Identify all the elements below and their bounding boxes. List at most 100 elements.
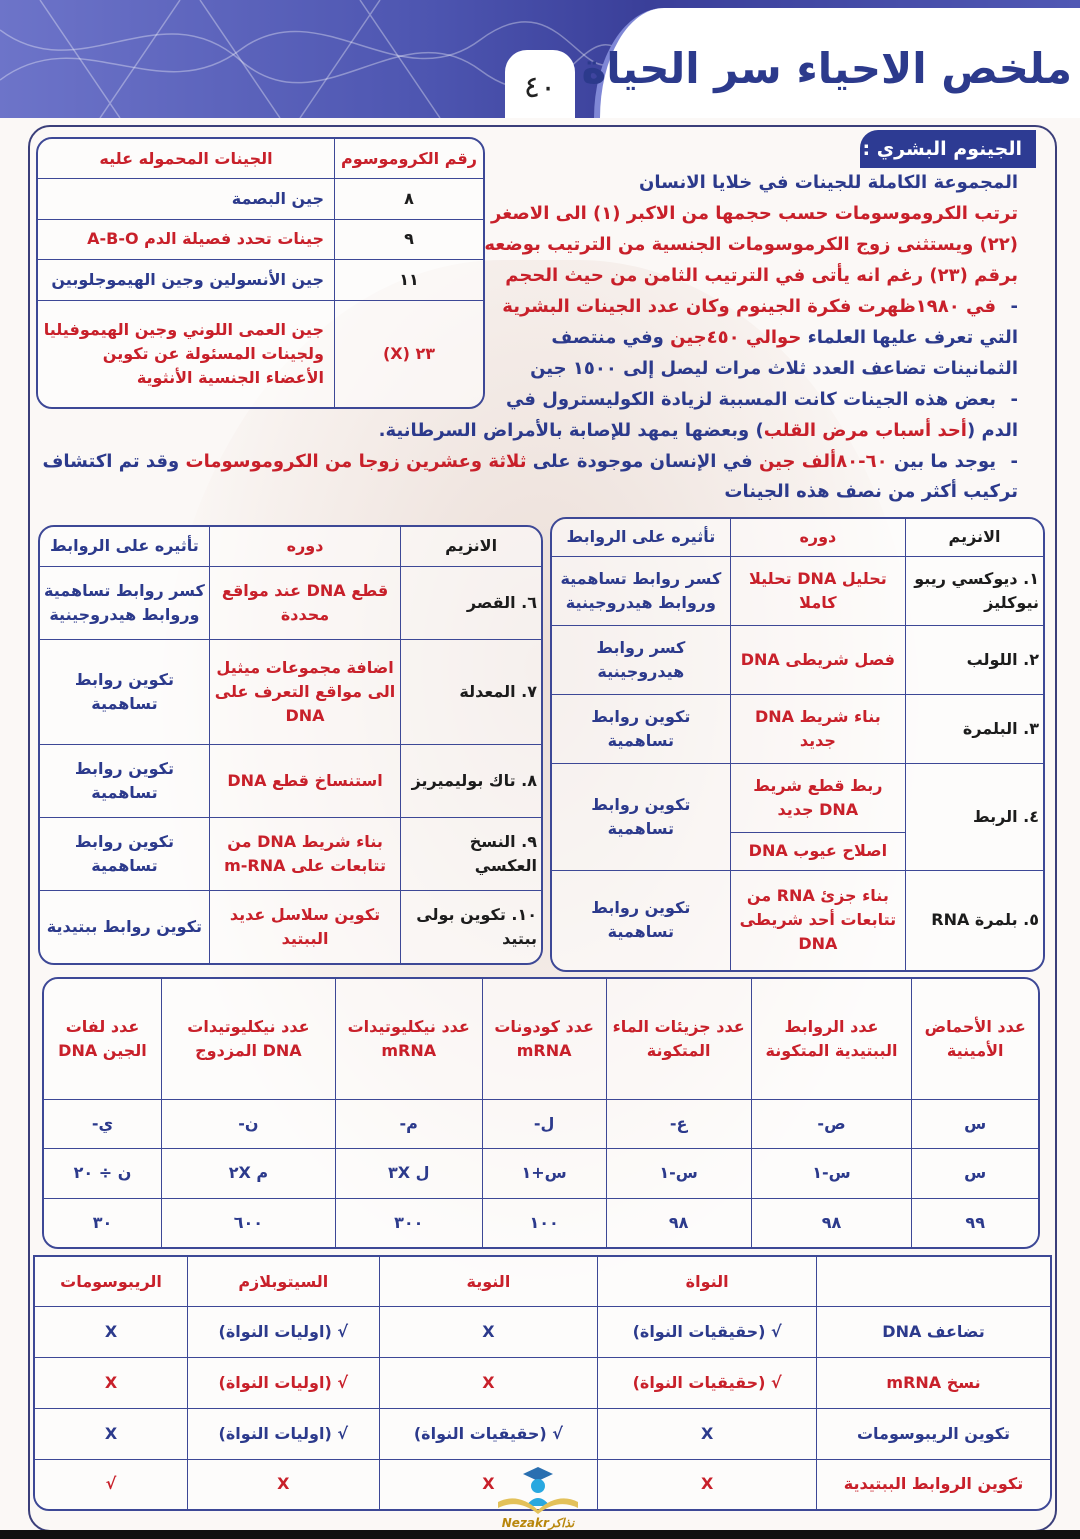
column-header: عدد جزيئات الماء المتكونة (605, 979, 752, 1100)
role-cell: ربط قطع شريط DNA جديد (729, 762, 907, 833)
count-cell: ١٠٠ (481, 1197, 607, 1247)
count-cell: س (911, 1148, 1038, 1199)
effect-cell: تكوين روابط تساهمية (552, 693, 731, 764)
text-segment: وفي منتصف (551, 327, 671, 348)
text-segment: في ١٩٨٠ظهرت فكرة الجينوم وكان عدد الجينا… (502, 296, 996, 317)
column-header: عدد كودونات mRNA (481, 979, 607, 1100)
text-segment: المجموعة الكاملة للجينات في خلايا الانسا… (639, 172, 1018, 193)
bullet-dash: - (1010, 451, 1018, 472)
counts-table: عدد الأحماض الأمينية عدد الروابط الببتيدي… (42, 977, 1040, 1249)
count-cell: ٩٩ (911, 1197, 1038, 1247)
table-row: ٩٩ ٩٨ ٩٨ ١٠٠ ٣٠٠ ٦٠٠ ٣٠ (44, 1197, 1038, 1247)
genome-line: (٢٢) ويستثنى زوج الكرموسومات الجنسية من … (484, 233, 1018, 257)
enzyme-name-cell: ١٠. تكوين بولى ببتيد (400, 890, 541, 963)
genome-line: الدم (أحد أسباب مرض القلب) وبعضها يمهد ل… (379, 419, 1018, 443)
column-header: الانزيم (400, 527, 541, 567)
role-cell: اصلاح عيوب DNA (730, 831, 906, 871)
enzyme-name-cell: ٩. النسخ العكسي (400, 817, 541, 892)
location-cell: X (35, 1407, 189, 1460)
section-title-genome: الجينوم البشري : (860, 130, 1036, 168)
effect-cell: تكوين روابط تساهمية (40, 817, 210, 892)
table-row: اصلاح عيوب DNA (552, 831, 1043, 871)
table-row: ٢٣ (X) جين العمى اللوني وجين الهيموفيليا … (38, 299, 483, 407)
genome-line: تركيب أكثر من نصف هذه الجينات (724, 480, 1018, 504)
table-row: ٧. المعدلة اضافة مجموعات ميثيل الى مواقع … (40, 638, 541, 746)
process-label-cell: نسخ mRNA (816, 1357, 1050, 1409)
chromosome-table: رقم الكروموسوم الجينات المحموله عليه ٨ جين … (36, 137, 485, 409)
genes-cell: جينات تحدد فصيلة الدم A-B-O (38, 218, 335, 261)
text-segment: ترتب الكروموسومات حسب حجمها من الاكبر (١… (491, 203, 1018, 224)
table-row: ٥. بلمرة RNA بناء جزئ RNA من تتابعات أحد … (552, 869, 1043, 970)
role-cell: تحليل DNA تحليلا كاملا (729, 555, 907, 626)
table-row: ٨ جين البصمة (38, 178, 483, 220)
effect-cell: كسر روابط تساهمية وروابط هيدروجينية (40, 565, 210, 640)
effect-cell: تكوين روابط تساهمية (40, 744, 210, 819)
column-header: عدد الروابط الببتيدية المتكونة (750, 979, 913, 1100)
location-cell: √ (اوليات النواة) (187, 1306, 380, 1359)
text-segment: بعض هذه الجينات كانت المسببة لزيادة الكو… (505, 389, 996, 410)
enzyme-name-cell: ٧. المعدلة (400, 638, 541, 746)
genome-line: ترتب الكروموسومات حسب حجمها من الاكبر (١… (491, 202, 1018, 226)
text-segment: حوالي ٤٥٠جين (670, 327, 802, 348)
text-segment: برقم (٢٣) رغم انه يأتى في الترتيب الثامن… (505, 265, 1018, 286)
count-cell: ٦٠٠ (160, 1197, 336, 1247)
page-title: ملخص الاحياء سر الحياة (581, 44, 1073, 93)
role-cell: بناء جزئ RNA من تتابعات أحد شريطى DNA (729, 869, 907, 970)
column-header: الجينات المحموله عليه (38, 139, 335, 180)
text-segment: تركيب أكثر من نصف هذه الجينات (724, 481, 1018, 502)
enzyme-name-cell: ٣. البلمرة (905, 693, 1043, 764)
location-cell: X (35, 1306, 189, 1359)
text-segment: الدم ( (966, 420, 1018, 441)
logo: Nezakrنذاكر (488, 1462, 588, 1530)
location-cell: X (378, 1306, 599, 1359)
enzymes-table-left: الانزيم دوره تأثيره على الروابط ٦. القصر قطع… (38, 525, 543, 965)
location-cell: √ (حقيقيات النواة) (378, 1407, 599, 1460)
genome-line: الثمانينات تضاعف العدد ثلاث مرات ليصل إل… (530, 357, 1018, 381)
table-row: ٣. البلمرة بناء شريط DNA جديد تكوين روابط … (552, 693, 1043, 764)
column-header: عدد الأحماض الأمينية (911, 979, 1038, 1100)
table-row: ٢. اللولب فصل شريطى DNA كسر روابط هيدروجين… (552, 624, 1043, 695)
location-cell: √ (اوليات النواة) (187, 1407, 380, 1460)
title-tab: ملخص الاحياء سر الحياة (582, 8, 1080, 118)
table-row: تضاعف DNA √ (حقيقيات النواة) X √ (اوليات ال… (35, 1306, 1050, 1359)
count-cell: س+١ (481, 1148, 607, 1199)
enzyme-name-cell: ١. ديوكسي ريبو نيوكليز (905, 555, 1043, 626)
genome-line: - يوجد ما بين ٦٠-٨٠ألف جين في الإنسان مو… (42, 450, 1019, 474)
text-segment: في الإنسان موجودة على (526, 451, 759, 472)
enzyme-name-cell: ٢. اللولب (905, 624, 1043, 695)
header-row: عدد الأحماض الأمينية عدد الروابط الببتيدي… (44, 979, 1038, 1100)
bullet-dash: - (1010, 296, 1018, 317)
column-header: النوية (378, 1257, 599, 1308)
column-header: عدد نيكليوتيدات DNA المزدوج (160, 979, 336, 1100)
text-segment: (٢٢) ويستثنى زوج الكرموسومات الجنسية من … (484, 234, 1018, 255)
location-cell: X (378, 1357, 599, 1409)
role-cell: فصل شريطى DNA (729, 624, 907, 695)
process-label-cell: تكوين الروابط الببتيدية (816, 1458, 1050, 1509)
genome-line: التي تعرف عليها العلماء حوالي ٤٥٠جين وفي… (551, 326, 1018, 350)
count-cell: ن- (160, 1098, 336, 1150)
bottom-bar (0, 1530, 1080, 1539)
count-cell: ٣٠٠ (334, 1197, 483, 1247)
count-cell: ع- (605, 1098, 752, 1150)
header-row: الانزيم دوره تأثيره على الروابط (552, 519, 1043, 557)
header-row: رقم الكروموسوم الجينات المحموله عليه (38, 139, 483, 180)
column-header: دوره (729, 519, 907, 557)
location-cell: X (187, 1458, 380, 1509)
role-cell: اضافة مجموعات ميثيل الى مواقع التعرف على… (208, 638, 402, 746)
genome-line: المجموعة الكاملة للجينات في خلايا الانسا… (639, 171, 1018, 195)
role-cell: بناء شريط DNA جديد (729, 693, 907, 764)
table-row: ١. ديوكسي ريبو نيوكليز تحليل DNA تحليلا ك… (552, 555, 1043, 626)
table-row: ٨. تاك بوليميريز استنساخ قطع DNA تكوين روا… (40, 744, 541, 819)
count-cell: ي- (44, 1098, 162, 1150)
genes-cell: جين العمى اللوني وجين الهيموفيليا ولجينا… (38, 299, 335, 407)
count-cell: ٣٠ (44, 1197, 162, 1247)
location-table: النواة النوية السيتوبلازم الريبوسومات تضاعف … (33, 1255, 1052, 1511)
genome-line: - في ١٩٨٠ظهرت فكرة الجينوم وكان عدد الجي… (502, 295, 1018, 319)
graduate-book-icon (498, 1467, 578, 1514)
count-cell: ص- (750, 1098, 913, 1150)
table-row: ٩ جينات تحدد فصيلة الدم A-B-O (38, 218, 483, 261)
header-row: النواة النوية السيتوبلازم الريبوسومات (35, 1257, 1050, 1308)
column-header: السيتوبلازم (187, 1257, 380, 1308)
enzyme-name-cell: ٦. القصر (400, 565, 541, 640)
text-segment: وقد تم اكتشاف (42, 451, 186, 472)
